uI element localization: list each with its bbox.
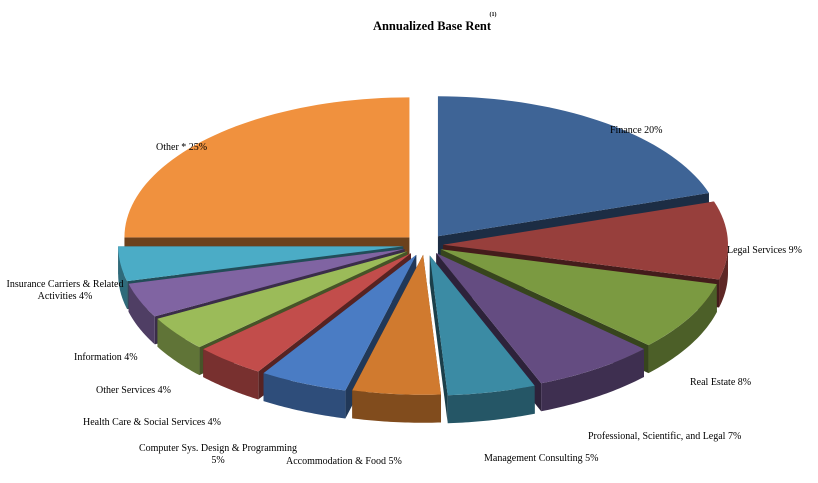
pie-slice-side bbox=[352, 390, 442, 423]
chart-title-group: Annualized Base Rent (1) bbox=[373, 11, 497, 33]
pie-label-other: Other * 25% bbox=[156, 142, 207, 153]
pie-tops bbox=[118, 96, 728, 396]
pie-slice-side bbox=[447, 385, 535, 424]
pie-slice-cut-face bbox=[429, 255, 448, 424]
pie-slice-other-services bbox=[157, 251, 408, 348]
pie-labels: Finance 20% Legal Services 9% Real Estate … bbox=[7, 125, 802, 467]
pie-label-other-services: Other Services 4% bbox=[96, 385, 171, 396]
chart-title: Annualized Base Rent bbox=[373, 19, 492, 33]
pie-label-computer-sys-design-programming: Computer Sys. Design & Programming 5% bbox=[139, 443, 297, 466]
pie-slice-side bbox=[157, 318, 200, 376]
pie-slice-side bbox=[263, 373, 346, 419]
pie-slice-side bbox=[541, 348, 644, 412]
pie-slice-professional-scientific-and-legal bbox=[436, 253, 644, 384]
pie-label-finance: Finance 20% bbox=[610, 125, 663, 136]
pie-slice-side bbox=[719, 244, 728, 308]
pie-slice-legal-services bbox=[442, 201, 728, 280]
pie-label-insurance-carriers-related-activities: Insurance Carriers & Related Activities 4… bbox=[7, 279, 124, 302]
pie-slice-side bbox=[118, 246, 128, 310]
pie-slice-management-consulting bbox=[429, 255, 535, 396]
pie-label-accommodation-food: Accommodation & Food 5% bbox=[286, 456, 402, 467]
pie-label-management-consulting: Management Consulting 5% bbox=[484, 453, 598, 464]
pie-slice-side bbox=[128, 283, 155, 345]
pie-slice-information bbox=[128, 248, 405, 317]
pie-slice-health-care-social-services bbox=[203, 253, 411, 372]
pie-slice-side bbox=[648, 284, 717, 374]
pie-slice-other bbox=[124, 97, 410, 238]
pie-label-legal-services: Legal Services 9% bbox=[727, 245, 802, 256]
pie-label-real-estate: Real Estate 8% bbox=[690, 377, 751, 388]
pie-slice-accommodation-food bbox=[352, 254, 442, 395]
pie-label-information: Information 4% bbox=[74, 352, 138, 363]
pie-slice-finance bbox=[437, 96, 709, 237]
pie-label-health-care-social-services: Health Care & Social Services 4% bbox=[83, 417, 221, 428]
pie-label-professional-scientific-and-legal: Professional, Scientific, and Legal 7% bbox=[588, 431, 741, 442]
pie-slice-side bbox=[203, 349, 259, 400]
pie-slice-computer-sys-design-programming bbox=[263, 254, 417, 391]
pie-slice-insurance-carriers-related-activities bbox=[118, 246, 404, 282]
chart-title-superscript: (1) bbox=[490, 11, 497, 18]
pie-slice-real-estate bbox=[440, 249, 717, 346]
